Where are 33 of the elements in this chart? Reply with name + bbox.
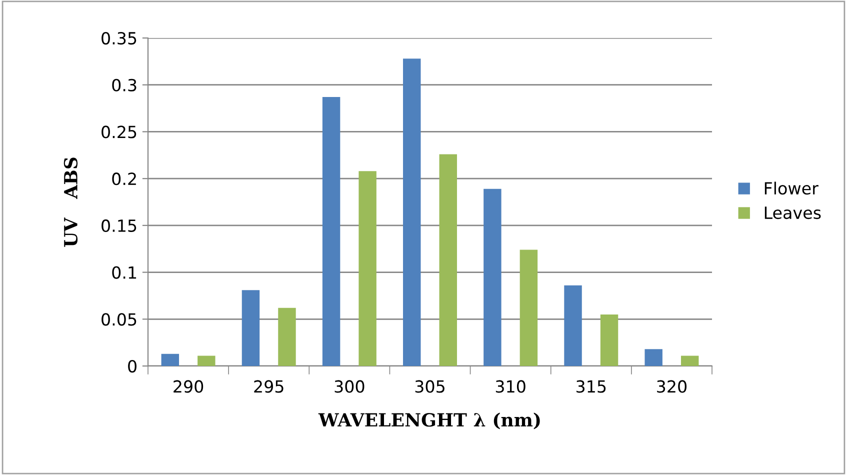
legend-label: Flower [764,182,818,195]
bar [484,188,502,366]
y-tick-label: 0.15 [102,219,136,232]
bar [198,356,216,366]
x-tick-label: 295 [254,380,284,393]
bar [278,308,296,366]
bar [403,58,421,366]
bar [680,356,699,366]
bar [564,285,582,366]
x-tick-label: 300 [334,380,364,393]
y-tick-label: 0 [128,360,136,373]
x-axis-title: WAVELENGHT λ (nm) [318,412,540,430]
legend-label: Leaves [764,206,821,220]
x-tick-label: 290 [174,380,204,393]
x-tick-label: 310 [496,380,526,393]
y-tick-label: 0.05 [102,313,136,326]
y-tick-label: 0.3 [112,78,136,92]
y-tick-label: 0.1 [112,266,136,279]
bar [644,349,662,366]
bar [439,154,457,366]
y-tick-label: 0.35 [102,32,136,45]
x-tick-label: 320 [657,380,687,393]
y-axis-title: UV ABS [64,158,78,247]
bar [242,290,260,366]
y-tick-label: 0.2 [112,172,136,186]
bar [520,250,538,366]
x-tick-label: 305 [415,380,444,393]
bar [322,97,340,366]
y-tick-label: 0.25 [102,126,136,138]
bar [600,314,618,366]
bar [161,354,180,366]
x-tick-label: 315 [576,380,606,393]
bar [358,171,376,366]
